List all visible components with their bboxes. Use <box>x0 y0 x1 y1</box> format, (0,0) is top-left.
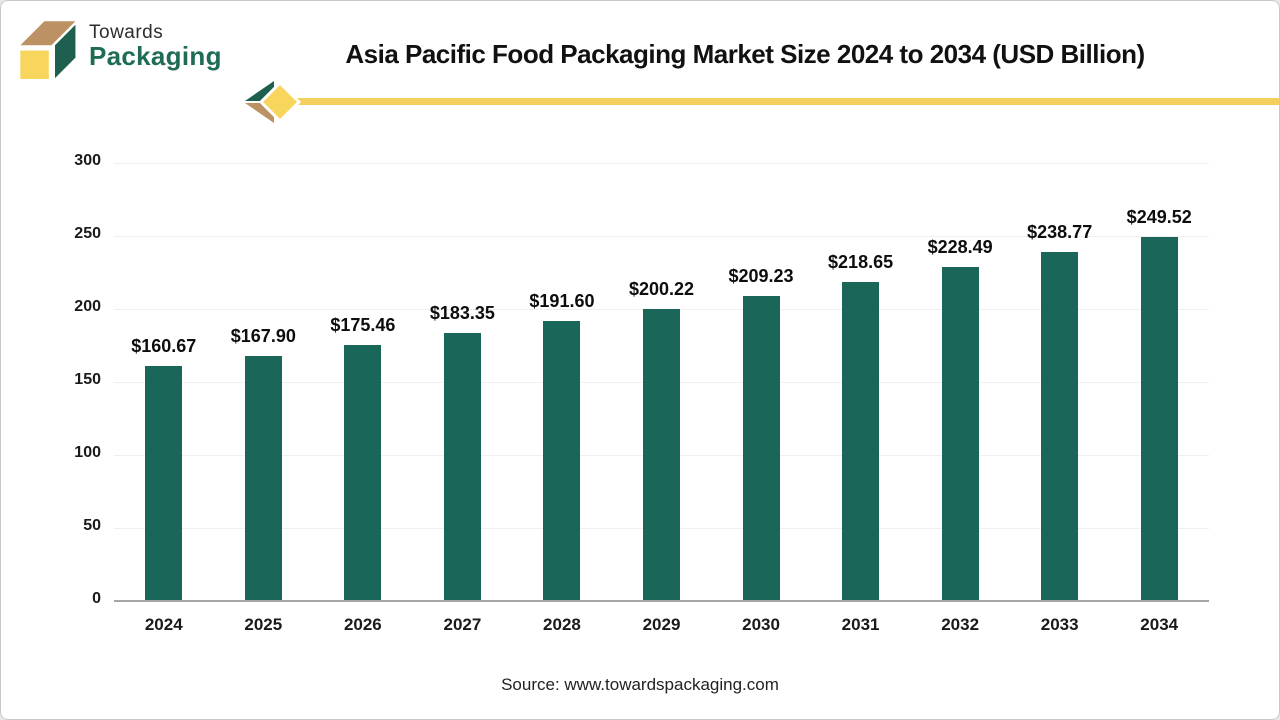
x-tick-label-2034: 2034 <box>1140 615 1179 634</box>
bar-value-label-2031: $218.65 <box>828 251 894 272</box>
bar-value-label-2034: $249.52 <box>1126 206 1192 227</box>
y-tick-label-0: 0 <box>92 590 101 607</box>
bar-2033 <box>1041 252 1079 601</box>
bar-value-label-2033: $238.77 <box>1027 222 1093 243</box>
bar-2024 <box>145 366 183 601</box>
x-tick-label-2030: 2030 <box>742 615 780 634</box>
page-title: Asia Pacific Food Packaging Market Size … <box>345 39 1145 69</box>
x-tick-label-2025: 2025 <box>244 615 283 634</box>
bar-value-label-2026: $175.46 <box>330 314 396 335</box>
bar-value-label-2032: $228.49 <box>927 237 993 258</box>
diamond-yellow-face <box>258 80 301 124</box>
gridline-300 <box>114 163 1209 164</box>
bar-2031 <box>842 281 880 601</box>
x-axis-line <box>114 600 1209 602</box>
bar-value-label-2028: $191.60 <box>529 291 595 312</box>
bar-2029 <box>643 308 680 601</box>
source-caption: Source: www.towardspackaging.com <box>501 675 779 694</box>
x-tick-label-2024: 2024 <box>144 615 183 634</box>
cube-logo-icon <box>20 21 76 79</box>
bar-2026 <box>344 344 382 601</box>
x-tick-label-2032: 2032 <box>941 615 980 634</box>
bar-2028 <box>543 321 581 601</box>
bar-value-label-2024: $160.67 <box>131 336 197 357</box>
x-tick-label-2033: 2033 <box>1040 615 1079 634</box>
y-tick-label-250: 250 <box>74 225 101 242</box>
brand-name-line1: Towards <box>89 22 164 44</box>
cube-right-face <box>55 24 76 79</box>
bar-value-label-2029: $200.22 <box>628 278 695 299</box>
bar-2025 <box>244 355 282 601</box>
y-tick-label-50: 50 <box>83 517 101 534</box>
x-tick-label-2028: 2028 <box>543 615 581 634</box>
y-tick-label-200: 200 <box>74 298 101 315</box>
cube-top-face <box>20 21 76 46</box>
gridline-250 <box>114 236 1209 237</box>
bar-value-label-2027: $183.35 <box>429 303 495 324</box>
bar-2032 <box>941 267 979 601</box>
brand-name-line2: Packaging <box>89 41 222 72</box>
divider-line <box>289 98 1279 105</box>
diamond-icon <box>245 80 301 124</box>
bar-2027 <box>443 333 481 601</box>
x-tick-label-2027: 2027 <box>443 615 482 634</box>
bar-2030 <box>742 295 780 601</box>
y-tick-label-150: 150 <box>74 371 101 388</box>
x-tick-label-2029: 2029 <box>642 615 681 634</box>
x-tick-label-2031: 2031 <box>841 615 880 634</box>
y-tick-label-300: 300 <box>74 152 101 169</box>
y-tick-label-100: 100 <box>74 444 101 461</box>
bar-2034 <box>1140 236 1178 601</box>
bar-value-label-2025: $167.90 <box>230 325 296 346</box>
bar-value-label-2030: $209.23 <box>728 265 794 286</box>
x-tick-label-2026: 2026 <box>343 615 382 634</box>
cube-front-face <box>20 50 49 79</box>
brand-logo: Towards Packaging <box>15 13 222 81</box>
brand-logo-text: Towards Packaging <box>89 23 222 70</box>
